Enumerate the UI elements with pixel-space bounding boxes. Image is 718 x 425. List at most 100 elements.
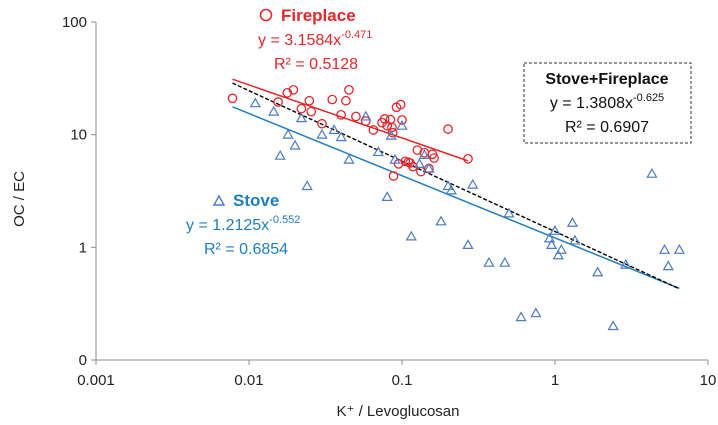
stove-fit-line [232, 106, 680, 290]
stove-point [328, 124, 340, 135]
stove-point [442, 180, 454, 191]
stove-point [360, 110, 372, 121]
fireplace-point [341, 95, 351, 106]
stove-point [555, 244, 567, 254]
fireplace-point [304, 95, 315, 106]
combined-annotation-box [523, 62, 692, 144]
stove-point [552, 249, 564, 260]
fireplace-point [288, 84, 299, 95]
stove-series-name: Stove [233, 191, 279, 210]
stove-fit-equation: y = 1.2125x-0.552 [186, 214, 300, 234]
stove-point [435, 215, 447, 226]
fireplace-point [273, 97, 283, 107]
stove-point [418, 149, 430, 160]
stove-fit-r2: R² = 0.6854 [204, 241, 288, 258]
stove-point [543, 232, 556, 243]
fireplace-point [360, 116, 371, 126]
fireplace-point [282, 88, 293, 98]
stove-point [530, 307, 542, 318]
stove-point [413, 158, 426, 168]
stove-annotation: Stove y = 1.2125x-0.552 R² = 0.6854 [186, 191, 300, 258]
y-tick-label: 0 [79, 352, 87, 369]
combined-fit-line [232, 82, 680, 290]
x-tick-label: 0.001 [77, 372, 115, 389]
stove-point [499, 256, 511, 267]
stove-point [381, 191, 393, 202]
fireplace-points [227, 84, 473, 181]
stove-point [467, 178, 479, 189]
y-tick-label: 1 [79, 239, 87, 256]
x-tick-label: 1 [551, 372, 559, 389]
stove-point [385, 129, 397, 140]
fireplace-fit-equation: y = 3.1584x-0.471 [258, 29, 372, 49]
fireplace-point [344, 84, 354, 95]
stove-point [274, 149, 286, 160]
stove-point [396, 119, 408, 130]
stove-point [620, 258, 632, 269]
fireplace-point [443, 124, 453, 134]
combined-fit-name: Stove+Fireplace [545, 71, 668, 88]
fireplace-point [317, 118, 327, 129]
stove-point [462, 239, 474, 249]
stove-point [592, 266, 604, 277]
combined-annotation: Stove+Fireplace y = 1.3808x-0.625 R² = 0… [523, 62, 692, 144]
stove-point [282, 128, 294, 139]
stove-point [423, 162, 435, 173]
stove-points [249, 97, 686, 331]
stove-point [545, 239, 558, 249]
fireplace-point [227, 93, 238, 104]
stove-point [372, 146, 384, 157]
stove-point [503, 207, 515, 218]
stove-point [249, 97, 261, 108]
fireplace-series-name: Fireplace [281, 6, 356, 25]
fireplace-point [296, 103, 307, 114]
x-axis-label: K⁺ / Levoglucosan [337, 403, 460, 420]
stove-point [566, 217, 579, 227]
fireplace-point [387, 127, 398, 138]
stove-point [569, 234, 581, 245]
fireplace-fit-line [232, 78, 469, 162]
combined-fit-equation: y = 1.3808x-0.625 [550, 92, 664, 112]
fireplace-legend-marker [259, 8, 273, 22]
x-tick-label: 0.1 [392, 372, 413, 389]
stove-point [289, 139, 301, 150]
stove-point [389, 153, 401, 164]
stove-point [515, 311, 527, 322]
stove-point [673, 244, 686, 254]
fit-lines [232, 78, 680, 290]
stove-point [658, 244, 671, 254]
axes: 0.001 0.01 0.1 1 10 0 1 10 100 [62, 14, 716, 389]
y-axis-label: OC / EC [11, 171, 28, 227]
stove-point [301, 180, 313, 191]
y-tick-label: 10 [70, 127, 87, 144]
fireplace-point [379, 114, 390, 124]
stove-point [405, 230, 417, 241]
fireplace-point [463, 154, 473, 164]
y-tick-label: 100 [62, 14, 87, 31]
fireplace-point [306, 106, 317, 117]
x-tick-label: 10 [700, 372, 717, 389]
stove-point [607, 320, 619, 331]
y-ticks: 0 1 10 100 [62, 14, 96, 369]
fireplace-point [395, 99, 406, 110]
x-ticks: 0.001 0.01 0.1 1 10 [77, 360, 716, 389]
stove-point [483, 256, 495, 267]
stove-point [343, 153, 355, 164]
stove-point [662, 260, 674, 271]
stove-point [335, 131, 347, 142]
stove-point [295, 112, 308, 123]
fireplace-point [336, 109, 346, 120]
fireplace-point [327, 94, 338, 105]
fireplace-annotation: Fireplace y = 3.1584x-0.471 R² = 0.5128 [258, 6, 372, 73]
stove-legend-marker [212, 194, 226, 206]
x-tick-label: 0.01 [234, 372, 263, 389]
fireplace-point [408, 161, 418, 172]
stove-point [646, 167, 658, 178]
fireplace-point [368, 125, 379, 135]
fireplace-point [429, 153, 439, 163]
stove-point [549, 225, 561, 235]
fireplace-fit-r2: R² = 0.5128 [274, 56, 358, 73]
fireplace-point [351, 111, 361, 122]
fireplace-point [393, 159, 404, 169]
